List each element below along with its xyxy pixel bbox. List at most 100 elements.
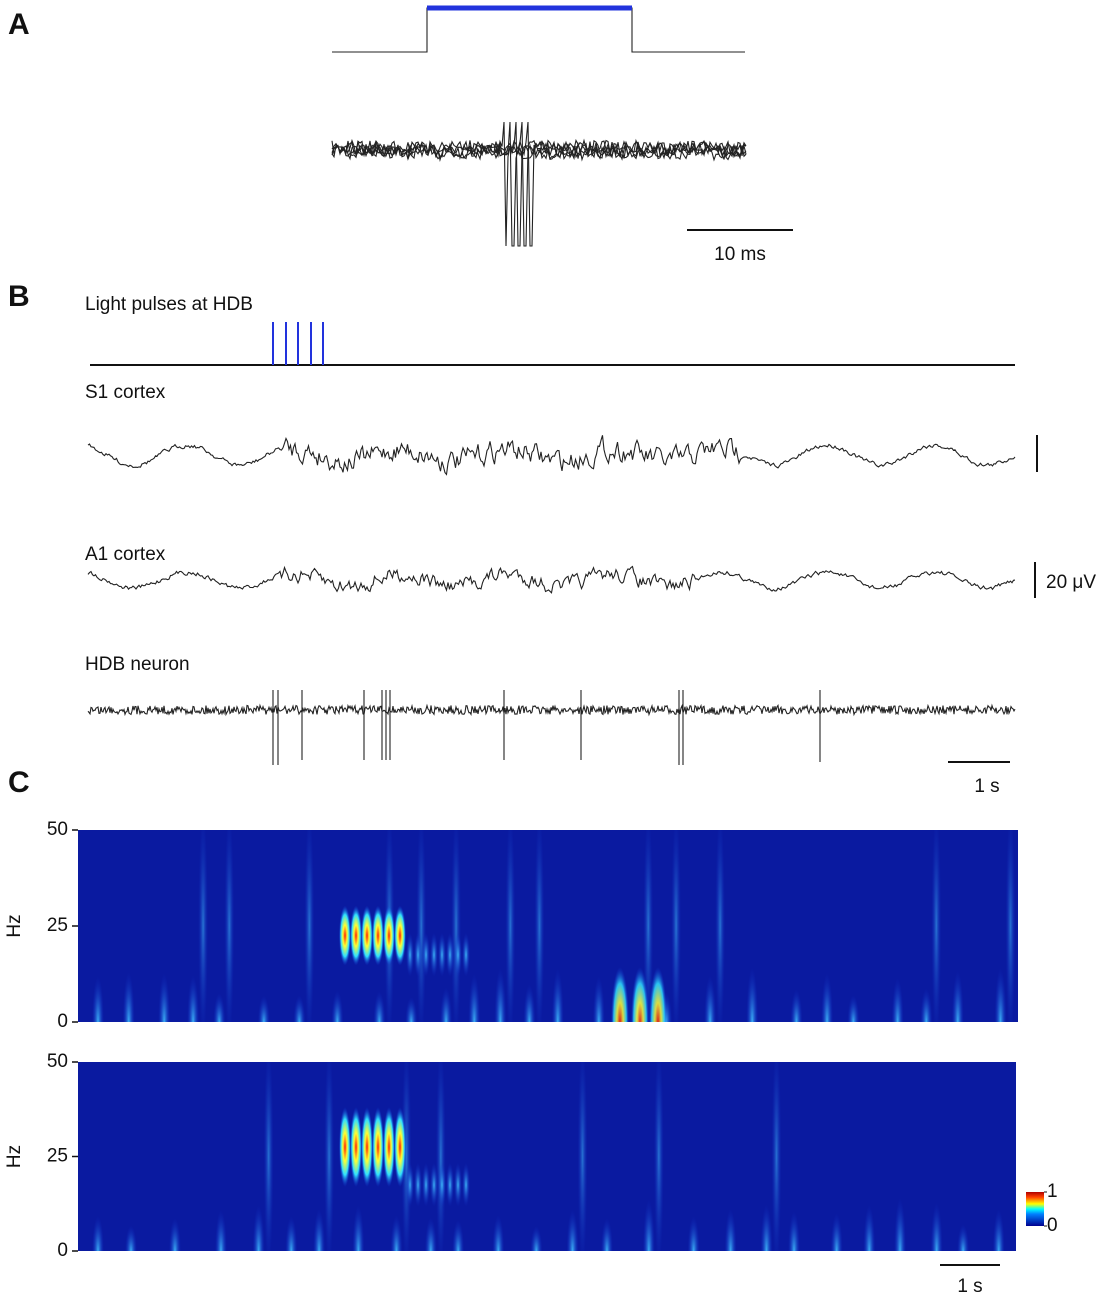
power-blob — [492, 1215, 505, 1251]
power-blob — [430, 1162, 438, 1207]
power-hot — [339, 1107, 351, 1188]
power-hot — [372, 1107, 384, 1188]
power-streak — [416, 830, 427, 1022]
power-blob — [446, 932, 454, 977]
power-blob — [894, 1198, 907, 1251]
power-blob — [930, 1202, 943, 1251]
power-blob — [187, 975, 200, 1022]
power-hot — [649, 967, 667, 1022]
power-blob — [285, 1216, 298, 1251]
power-blob — [313, 1208, 326, 1251]
y-tick-label: 25 — [47, 1146, 68, 1167]
spike-trace — [331, 121, 747, 247]
y-tick-label: 0 — [57, 1011, 68, 1032]
hdb-trace — [87, 690, 1016, 765]
colorbar — [1026, 1192, 1044, 1226]
power-hot — [361, 905, 373, 966]
power-blob — [405, 996, 418, 1022]
power-streak — [931, 830, 942, 1022]
power-blob — [566, 1209, 579, 1251]
scale-label: 10 ms — [714, 244, 766, 265]
power-blob — [494, 968, 507, 1022]
power-streak — [715, 830, 726, 1022]
scale-label: 20 μV — [1046, 572, 1096, 593]
power-blob — [746, 967, 759, 1022]
power-hot — [631, 967, 649, 1022]
power-blob — [704, 975, 717, 1022]
spike-trace — [331, 121, 747, 247]
power-blob — [92, 976, 104, 1022]
spectrogram-content — [92, 1062, 1005, 1251]
power-streak — [771, 1062, 782, 1251]
power-blob — [293, 995, 306, 1022]
power-blob — [724, 1208, 737, 1251]
power-blob — [373, 991, 386, 1022]
power-blob — [891, 978, 904, 1022]
power-blob — [214, 1210, 227, 1251]
power-blob — [422, 932, 430, 977]
power-blob — [760, 1204, 773, 1251]
power-hot — [611, 967, 629, 1022]
stimulus-step — [332, 7, 745, 53]
power-blob — [430, 932, 438, 977]
spike-trace — [331, 121, 747, 247]
spike-trace — [331, 121, 747, 247]
power-blob — [414, 932, 422, 977]
power-streak — [435, 1062, 446, 1251]
y-tick-label: 25 — [47, 915, 68, 936]
power-blob — [438, 932, 446, 977]
colorbar-tick-label: 0 — [1047, 1215, 1058, 1236]
power-blob — [440, 987, 453, 1022]
panel-label: A — [8, 8, 30, 41]
power-blob — [863, 1204, 876, 1251]
power-streak — [577, 1062, 588, 1251]
power-hot — [372, 905, 384, 966]
power-blob — [920, 988, 933, 1022]
power-blob — [592, 976, 605, 1022]
power-hot — [394, 1107, 406, 1188]
light-pulses — [272, 322, 324, 365]
power-blob — [687, 1216, 700, 1251]
a1-trace — [87, 565, 1016, 594]
scale-label: 1 s — [974, 776, 999, 797]
power-blob — [352, 1205, 365, 1251]
power-blob — [462, 932, 470, 977]
power-streak — [451, 830, 462, 1022]
power-blob — [422, 1162, 430, 1207]
axis-label: Hz — [4, 914, 25, 937]
power-blob — [951, 970, 964, 1022]
s1-trace — [87, 435, 1016, 476]
power-streak — [505, 830, 516, 1022]
power-blob — [390, 1215, 403, 1251]
power-blob — [551, 968, 564, 1022]
power-blob — [257, 995, 270, 1022]
power-streak — [653, 1062, 664, 1251]
power-blob — [454, 1162, 462, 1207]
trace-label: A1 cortex — [85, 544, 166, 565]
power-blob — [642, 1199, 655, 1251]
power-blob — [406, 1162, 414, 1207]
power-blob — [92, 1215, 104, 1251]
power-hot — [339, 905, 351, 966]
power-blob — [462, 1162, 470, 1207]
power-streak — [324, 1062, 335, 1251]
power-streak — [263, 1062, 274, 1251]
power-hot — [394, 905, 406, 966]
panel-label: C — [8, 766, 30, 799]
spectrogram: Hz 0 25 50 — [4, 1051, 1016, 1261]
spectrogram-bg — [78, 1062, 1016, 1251]
spike-traces — [331, 121, 747, 247]
power-hot — [350, 1107, 362, 1188]
power-blob — [452, 1220, 465, 1251]
spectrogram-bg — [78, 830, 1018, 1022]
power-hot — [383, 905, 395, 966]
power-streak — [304, 830, 315, 1022]
power-hot — [383, 1107, 395, 1188]
power-streak — [643, 830, 654, 1022]
colorbar-tick-label: 1 — [1047, 1181, 1058, 1202]
power-streak — [1005, 830, 1016, 1022]
power-blob — [438, 1162, 446, 1207]
power-blob — [847, 995, 860, 1022]
power-streak — [534, 830, 545, 1022]
power-blob — [530, 1225, 543, 1251]
